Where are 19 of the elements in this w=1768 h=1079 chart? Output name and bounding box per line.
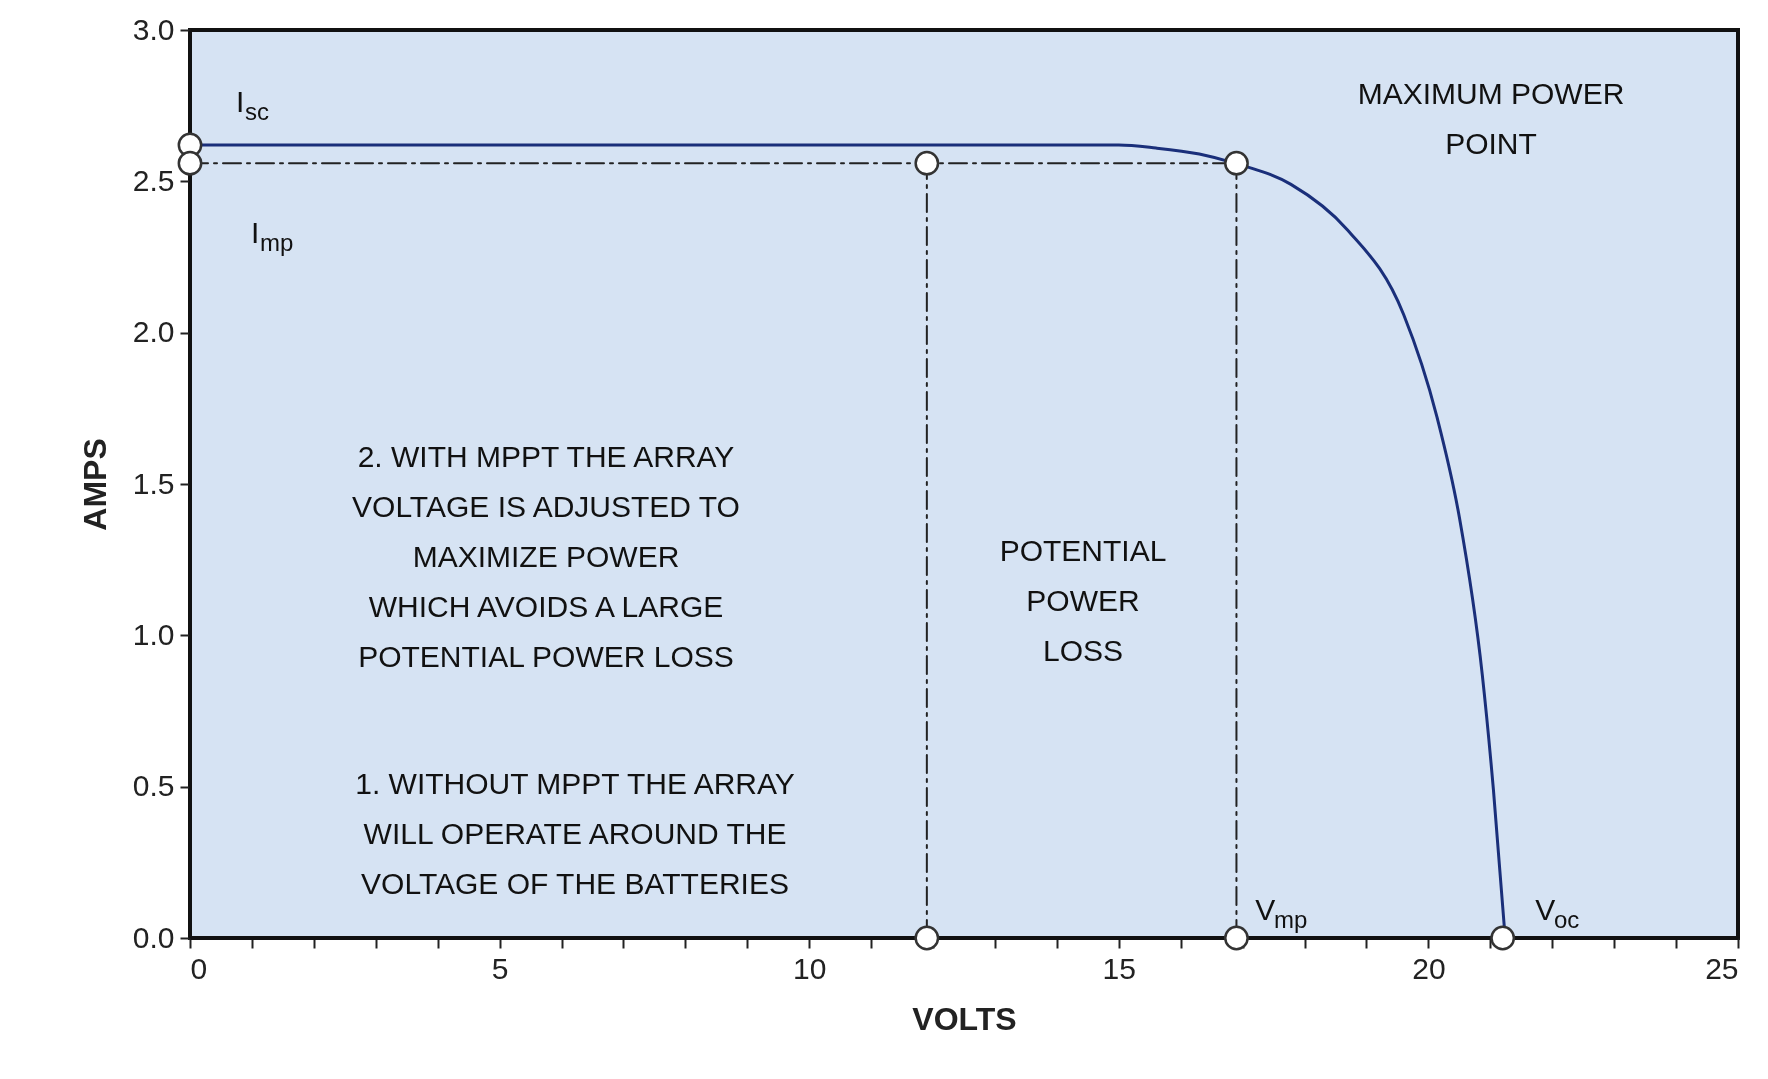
y-tick-label: 1.0: [132, 617, 175, 651]
x-tick-label: 20: [1412, 951, 1446, 985]
annotation: 2. WITH MPPT THE ARRAY VOLTAGE IS ADJUSTED TO MAXIMIZE POWER WHICH AVOIDS A LARGE POTENTIAL POWER LOSS: [352, 440, 740, 673]
y-axis-title: AMPS: [76, 438, 113, 531]
x-tick-label: 15: [1102, 951, 1136, 985]
y-tick-label: 0.5: [132, 769, 175, 803]
y-tick-label: 2.0: [132, 315, 175, 349]
annotation: MAXIMUM POWER POINT: [1357, 77, 1625, 160]
x-tick-label: 25: [1705, 951, 1739, 985]
x-tick-label: 0: [190, 951, 208, 985]
annotation: POTENTIAL POWER LOSS: [999, 534, 1167, 667]
annotation: 1. WITHOUT MPPT THE ARRAY WILL OPERATE AROUND THE VOLTAGE OF THE BATTERIES: [355, 767, 795, 900]
x-tick-label: 5: [491, 951, 509, 985]
y-tick-label: 0.0: [132, 920, 175, 954]
x-tick-label: 10: [793, 951, 827, 985]
x-axis-title: VOLTS: [912, 1000, 1017, 1037]
y-tick-label: 1.5: [132, 466, 175, 500]
y-tick-label: 3.0: [132, 12, 175, 46]
y-tick-label: 2.5: [132, 163, 175, 197]
